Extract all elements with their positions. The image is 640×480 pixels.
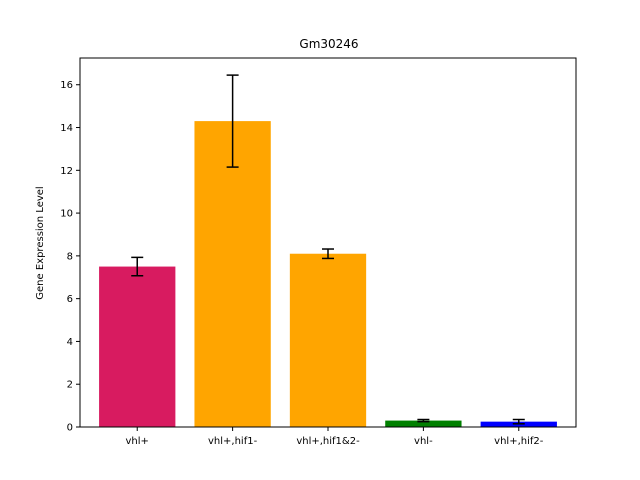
error-bar-3 — [417, 418, 430, 423]
y-tick-label-6: 12 — [60, 166, 73, 177]
error-bar-0 — [131, 256, 144, 277]
error-bars-group — [131, 74, 525, 425]
x-tick-label-4: vhl+,hif2- — [494, 436, 544, 447]
x-tick-label-1: vhl+,hif1- — [208, 436, 258, 447]
x-tick-label-3: vhl- — [414, 436, 433, 447]
bars-group — [99, 121, 557, 428]
bar-0 — [99, 266, 176, 427]
chart-title: Gm30246 — [299, 37, 358, 51]
y-tick-label-1: 2 — [67, 380, 73, 391]
bar-2 — [289, 253, 367, 427]
x-tick-label-2: vhl+,hif1&2- — [296, 436, 360, 447]
y-tick-label-3: 6 — [67, 294, 73, 305]
bar-3 — [385, 420, 462, 427]
y-tick-label-5: 10 — [60, 209, 73, 220]
y-tick-label-4: 8 — [67, 251, 73, 262]
plot-frame — [79, 57, 577, 428]
bar-1 — [194, 121, 271, 428]
y-axis-label: Gene Expression Level — [35, 186, 46, 299]
x-axis-ticks: vhl+ vhl+,hif1- vhl+,hif1&2- vhl-vhl+,hif2- — [126, 427, 544, 447]
error-bar-2 — [322, 248, 334, 260]
x-tick-label-0: vhl+ — [126, 436, 149, 447]
y-tick-label-8: 16 — [60, 80, 73, 91]
y-tick-label-2: 4 — [67, 337, 73, 348]
y-tick-label-7: 14 — [60, 123, 73, 134]
error-bar-1 — [226, 74, 239, 168]
y-tick-label-0: 0 — [67, 423, 73, 434]
error-bar-4 — [512, 418, 525, 425]
y-axis-ticks: 0 2 4 6 8 10 12 14 16 — [60, 80, 80, 434]
